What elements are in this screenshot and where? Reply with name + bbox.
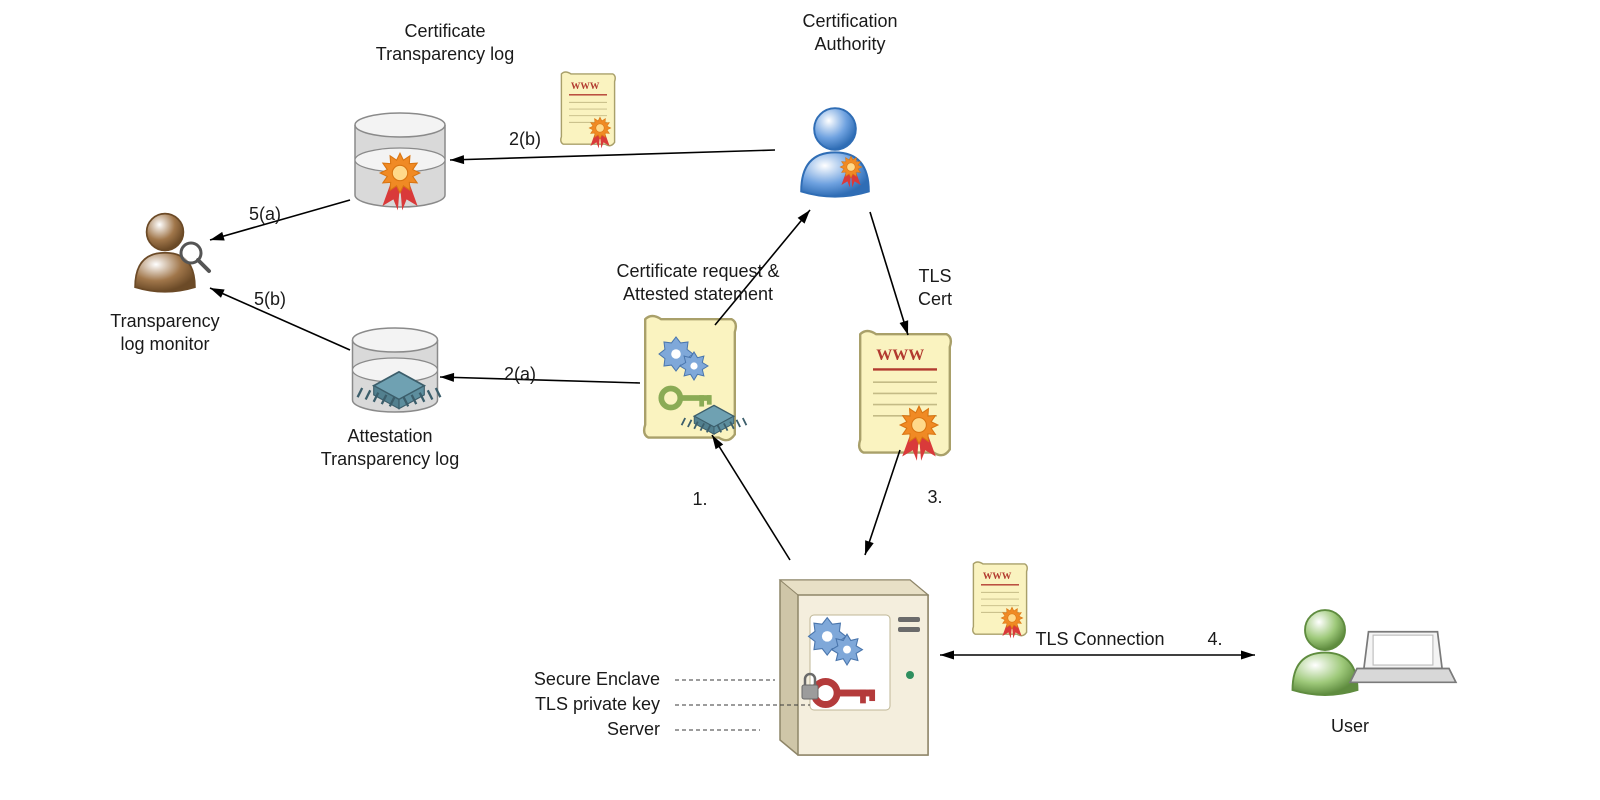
edge-label-e2a: 2(a) <box>400 363 640 386</box>
key-icon <box>661 389 711 408</box>
callout-tls-private-key: TLS private key <box>535 693 660 716</box>
ca-person-icon <box>801 108 869 196</box>
svg-text:WWW: WWW <box>983 572 1012 582</box>
monitor-label: Transparency log monitor <box>45 310 285 355</box>
key-icon <box>814 682 875 705</box>
ca-label: Certification Authority <box>730 10 970 55</box>
certificate-doc-icon <box>644 316 736 440</box>
edge-label-e5a: 5(a) <box>145 203 385 226</box>
edge-label-e3: 3. <box>815 486 1055 509</box>
user-label: User <box>1230 715 1470 738</box>
chip-icon <box>682 405 747 434</box>
cert-request-label: Certificate request & Attested statement <box>578 260 818 305</box>
svg-text:WWW: WWW <box>571 82 600 92</box>
user-person-icon <box>1293 610 1358 695</box>
edge-label-e2b: 2(b) <box>405 128 645 151</box>
tls-cert-label: TLS Cert <box>815 265 1055 310</box>
certificate-doc-icon: WWW <box>973 562 1027 636</box>
edge-label-e1: 1. <box>580 488 820 511</box>
magnifier-icon <box>181 243 209 271</box>
gears-icon <box>809 618 863 665</box>
seal-icon <box>840 156 862 187</box>
callout-secure-enclave: Secure Enclave <box>534 668 660 691</box>
certificate-doc-icon: WWW <box>859 331 951 455</box>
padlock-icon <box>802 674 818 699</box>
atlog-label: Attestation Transparency log <box>270 425 510 470</box>
edge-label-e5b: 5(b) <box>150 288 390 311</box>
seal-icon <box>900 406 938 461</box>
ctlog-label: Certificate Transparency log <box>325 20 565 65</box>
edge-extra-e4: TLS Connection <box>980 628 1220 651</box>
laptop-icon <box>1350 632 1456 683</box>
server-icon <box>780 580 928 755</box>
callout-server: Server <box>607 718 660 741</box>
seal-icon <box>380 153 420 210</box>
gears-icon <box>659 337 708 380</box>
svg-text:WWW: WWW <box>876 347 924 364</box>
